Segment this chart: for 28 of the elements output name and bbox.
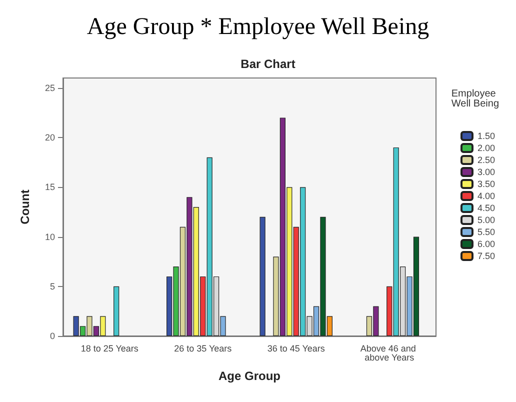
y-axis-title: Count (18, 190, 32, 224)
legend-label: 1.50 (477, 131, 496, 141)
legend-label: 3.50 (477, 179, 496, 189)
legend-label: 6.00 (477, 239, 496, 249)
bar (260, 216, 266, 336)
legend-label: 3.00 (477, 167, 496, 177)
chart-title: Age Group * Employee Well Being (86, 14, 430, 40)
legend-label: 2.50 (477, 155, 496, 165)
x-tick-label: 36 to 45 Years (267, 344, 326, 354)
y-tick-label: 0 (50, 331, 55, 341)
legend-title: Employee Well Being (451, 88, 500, 110)
legend-label: 5.50 (477, 227, 496, 237)
legend-label: 2.00 (477, 143, 496, 153)
x-tick-label: Above 46 and above Years (360, 344, 418, 362)
legend-label: 4.50 (477, 203, 496, 213)
y-tick-label: 25 (44, 82, 55, 93)
y-tick-label: 15 (44, 182, 55, 192)
chart-subtitle: Bar Chart (240, 57, 296, 71)
x-tick-label: 18 to 25 Years (80, 344, 139, 354)
y-tick-label: 20 (44, 132, 55, 143)
x-axis-title: Age Group (218, 369, 280, 383)
x-tick-label: 26 to 35 Years (174, 344, 232, 354)
legend-label: 7.50 (477, 251, 496, 261)
bar (114, 286, 120, 336)
legend-label: 5.00 (477, 215, 496, 225)
legend-label: 4.00 (477, 191, 496, 201)
y-tick-label: 5 (50, 281, 55, 292)
y-tick-label: 10 (44, 232, 55, 242)
